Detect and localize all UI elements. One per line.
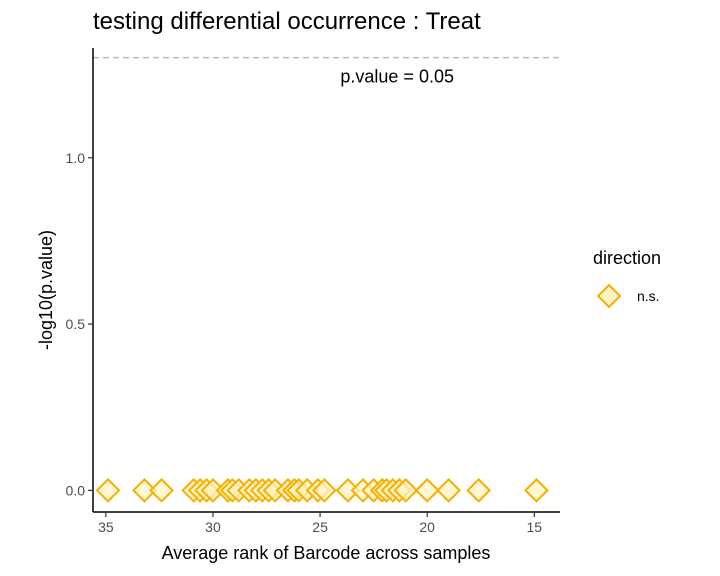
data-point — [436, 477, 462, 503]
data-point — [524, 477, 549, 503]
data-point — [414, 477, 440, 503]
y-tick-label: 1.0 — [66, 150, 86, 166]
data-point — [466, 477, 492, 503]
plot-area: p.value = 0.05 0.0 0.5 1.0 35 30 25 20 15 — [66, 48, 560, 535]
y-tick-label: 0.0 — [66, 482, 86, 498]
legend-key-n-s — [596, 283, 622, 309]
x-tick-label: 20 — [419, 519, 435, 535]
x-tick-label: 25 — [312, 519, 328, 535]
chart-title: testing differential occurrence : Treat — [93, 8, 481, 35]
data-point — [149, 477, 174, 503]
legend-label-n-s: n.s. — [637, 288, 660, 304]
threshold-label: p.value = 0.05 — [340, 66, 454, 86]
x-axis-title: Average rank of Barcode across samples — [162, 543, 491, 563]
legend-title: direction — [593, 248, 661, 268]
x-tick-label: 15 — [527, 519, 543, 535]
x-tick-label: 35 — [98, 519, 114, 535]
data-point — [311, 477, 337, 503]
legend: direction n.s. — [593, 248, 661, 309]
data-point — [393, 477, 419, 503]
y-tick-label: 0.5 — [66, 316, 86, 332]
data-point — [131, 477, 157, 503]
legend-diamond-icon — [596, 283, 622, 309]
y-axis-title: -log10(p.value) — [36, 230, 56, 350]
x-tick-label: 30 — [205, 519, 221, 535]
data-point — [95, 477, 121, 503]
